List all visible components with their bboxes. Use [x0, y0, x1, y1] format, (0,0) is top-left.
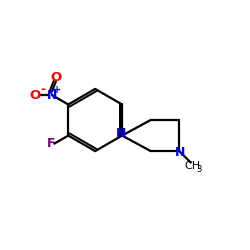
Text: O: O	[50, 71, 62, 84]
Text: N: N	[116, 127, 126, 140]
Text: N: N	[175, 146, 185, 159]
Text: 3: 3	[197, 165, 202, 174]
Text: F: F	[47, 137, 56, 150]
Text: N: N	[47, 89, 57, 102]
Text: +: +	[53, 85, 61, 95]
Text: CH: CH	[184, 160, 200, 170]
Text: -: -	[40, 83, 46, 96]
Text: O: O	[29, 89, 40, 102]
